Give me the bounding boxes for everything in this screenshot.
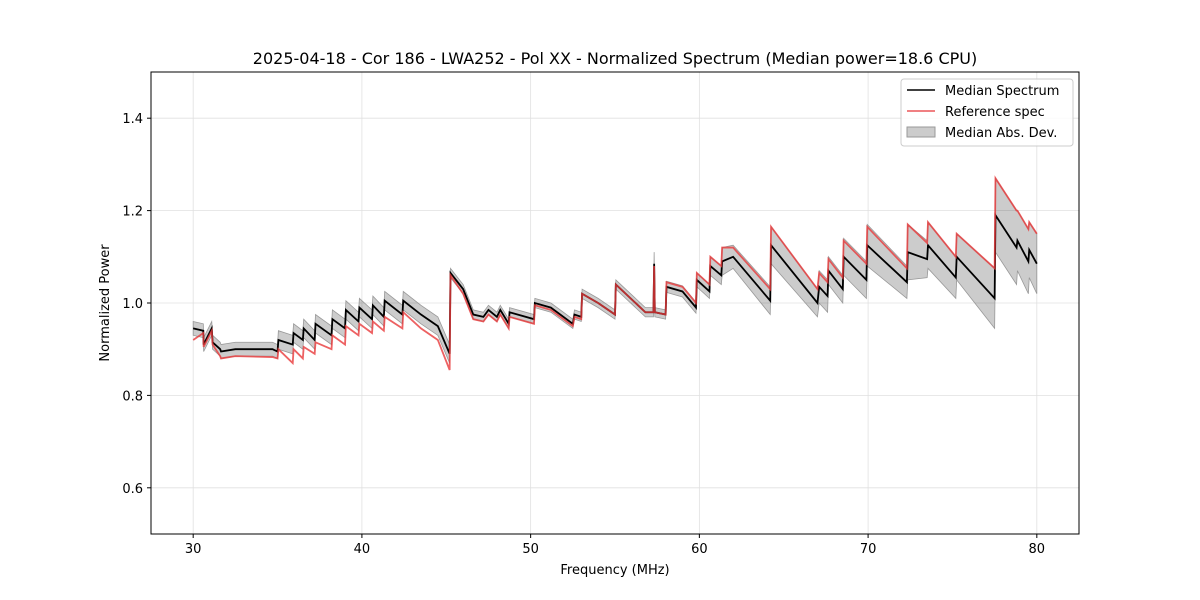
chart-title: 2025-04-18 - Cor 186 - LWA252 - Pol XX -… xyxy=(253,49,977,68)
x-axis-label: Frequency (MHz) xyxy=(560,563,669,578)
x-axis-ticks: 30 40 50 60 70 80 xyxy=(185,534,1045,557)
legend-median-label: Median Spectrum xyxy=(945,84,1059,99)
legend: Median Spectrum Reference spec Median Ab… xyxy=(900,78,1074,147)
y-axis-label: Normalized Power xyxy=(98,244,113,362)
reference-spec-line xyxy=(192,175,1038,371)
y-tick-label: 1.2 xyxy=(122,205,143,220)
mad-band xyxy=(192,176,1038,364)
y-tick-label: 1.0 xyxy=(122,297,143,312)
y-tick-label: 0.6 xyxy=(122,482,143,497)
mad-band-area xyxy=(192,176,1038,364)
median-spectrum-line xyxy=(192,212,1038,355)
x-tick-label: 40 xyxy=(354,542,371,557)
x-tick-label: 70 xyxy=(860,542,877,557)
x-tick-label: 30 xyxy=(185,542,202,557)
legend-mad-label: Median Abs. Dev. xyxy=(945,126,1057,141)
legend-box xyxy=(900,78,1074,147)
legend-mad-swatch xyxy=(906,126,936,138)
y-tick-label: 1.4 xyxy=(122,112,143,127)
x-tick-label: 60 xyxy=(691,542,708,557)
series-lines xyxy=(192,175,1038,371)
y-tick-label: 0.8 xyxy=(122,389,143,404)
x-tick-label: 50 xyxy=(522,542,539,557)
x-tick-label: 80 xyxy=(1029,542,1046,557)
legend-reference-label: Reference spec xyxy=(945,105,1045,120)
y-axis-ticks: 0.6 0.8 1.0 1.2 1.4 xyxy=(122,112,151,497)
